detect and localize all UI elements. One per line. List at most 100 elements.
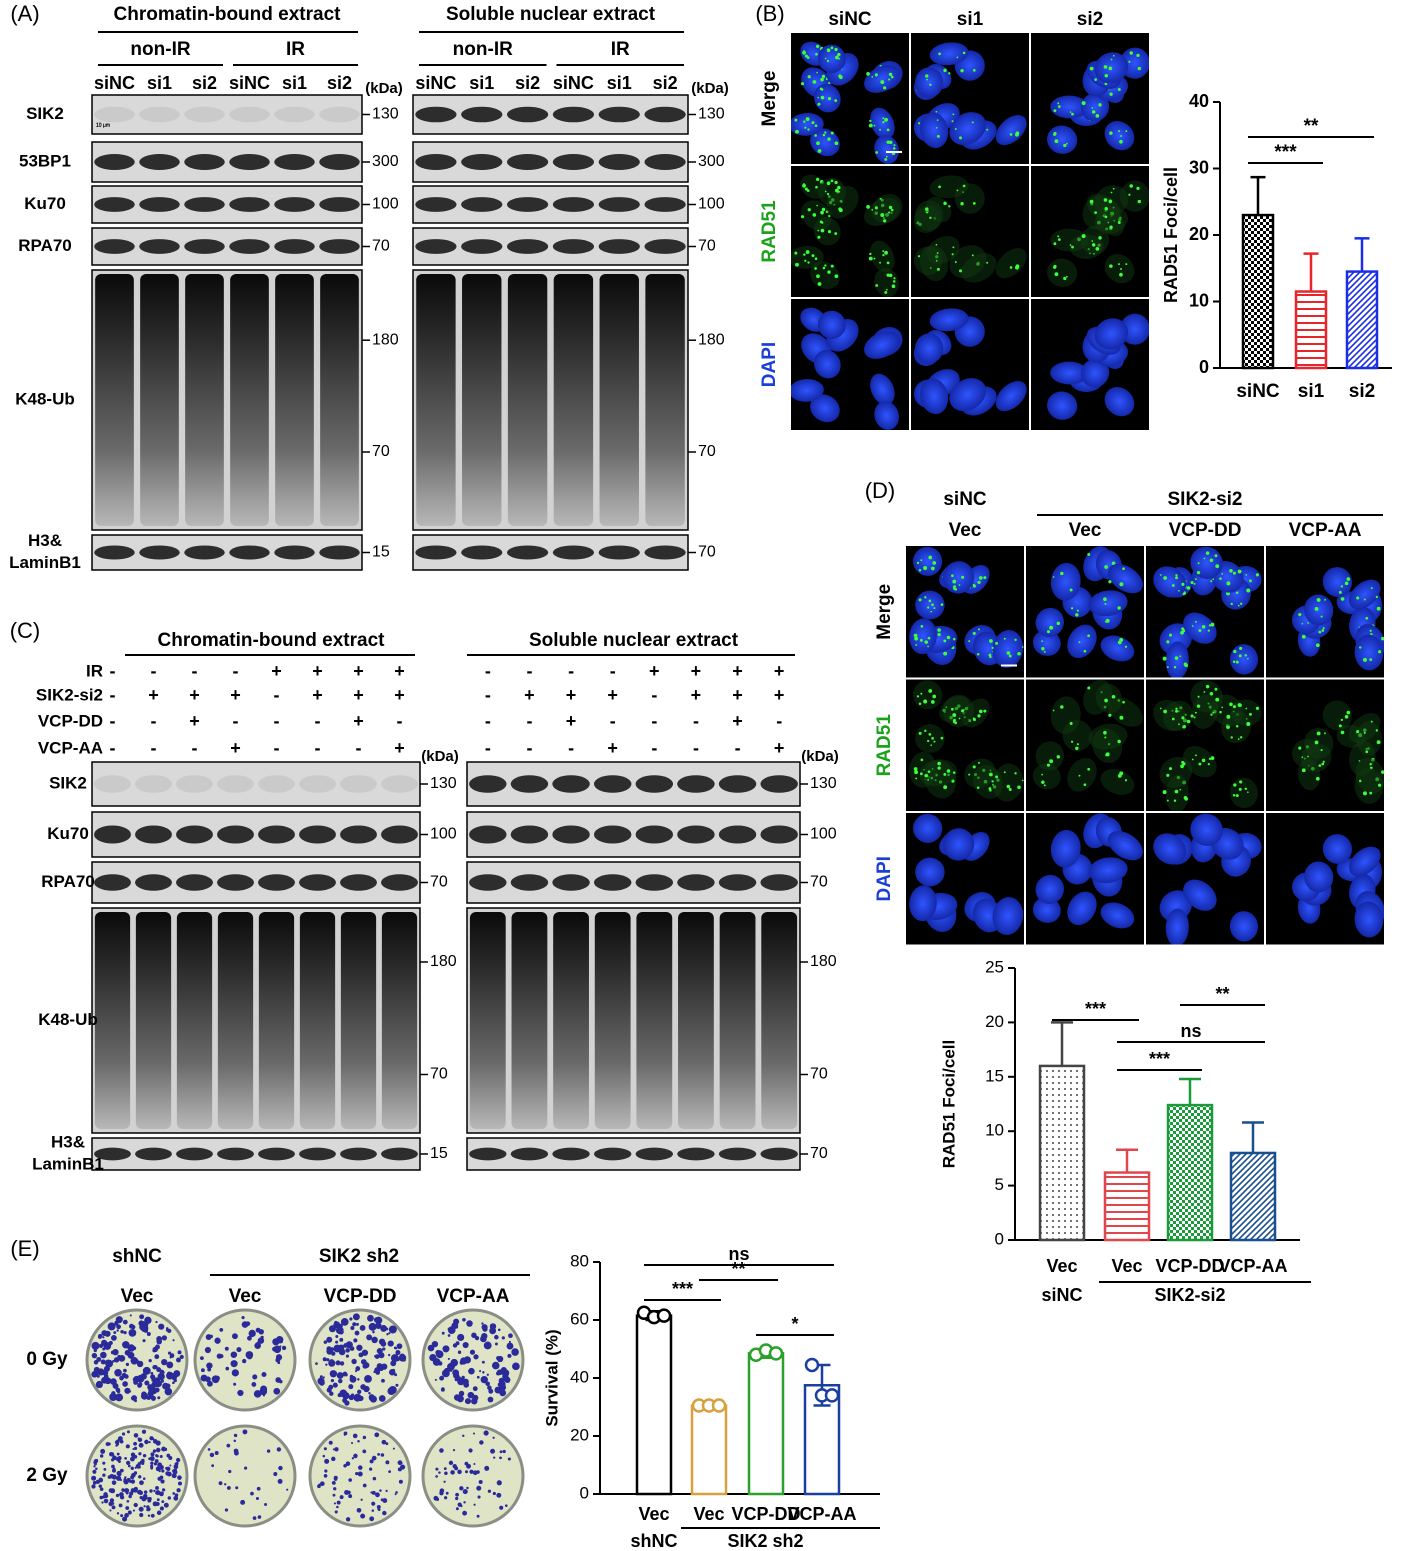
nucleus: [1104, 121, 1135, 151]
data-point: [804, 1357, 820, 1373]
nucleus: [1304, 861, 1334, 893]
unit-label: (kDa): [691, 80, 729, 97]
focus: [1054, 272, 1059, 277]
micrograph: [1031, 299, 1149, 430]
focus: [1094, 78, 1098, 81]
colony: [466, 1320, 473, 1327]
colony: [116, 1512, 120, 1515]
focus: [1109, 92, 1113, 96]
colony: [369, 1516, 375, 1522]
focus: [1015, 131, 1020, 136]
nucleus: [1348, 579, 1381, 610]
colony: [455, 1492, 459, 1497]
focus: [885, 155, 888, 158]
treatment-sign: -: [485, 685, 491, 705]
band: [644, 239, 686, 254]
band: [94, 197, 135, 212]
focus: [1186, 586, 1191, 590]
colony: [511, 1348, 519, 1356]
focus: [804, 54, 808, 58]
band: [319, 154, 360, 170]
band: [319, 239, 360, 254]
colony: [134, 1399, 137, 1403]
focus: [1095, 114, 1100, 118]
treatment-sign: -: [776, 711, 782, 731]
colony: [468, 1324, 471, 1327]
colony: [109, 1393, 118, 1401]
colony: [333, 1487, 337, 1491]
colony: [169, 1464, 172, 1467]
colony: [336, 1505, 339, 1509]
focus: [920, 625, 924, 628]
colony: [339, 1361, 345, 1366]
colony: [124, 1387, 131, 1394]
focus: [1208, 757, 1212, 761]
band: [598, 106, 640, 123]
colony: [159, 1491, 164, 1497]
focus: [1201, 625, 1206, 629]
bar: [1229, 1151, 1277, 1242]
colony: [216, 1353, 222, 1359]
colony: [246, 1353, 253, 1360]
focus: [986, 261, 989, 264]
significance-label: *: [791, 1314, 798, 1334]
focus: [1175, 574, 1178, 577]
band: [510, 775, 549, 793]
colony: [158, 1323, 165, 1330]
colony: [163, 1447, 168, 1452]
focus: [1091, 110, 1096, 114]
colony: [507, 1457, 511, 1461]
colony: [369, 1459, 374, 1464]
colony: [132, 1346, 137, 1351]
band: [139, 106, 180, 123]
group-label: non-IR: [130, 39, 190, 60]
colony: [356, 1507, 362, 1513]
focus: [919, 638, 923, 642]
colony: [129, 1314, 132, 1317]
significance-label: **: [731, 1259, 745, 1279]
focus: [875, 284, 879, 287]
marker-label: 70: [430, 1066, 448, 1083]
colony: [463, 1356, 471, 1364]
group-label: SIK2 sh2: [319, 1246, 399, 1267]
focus: [932, 694, 937, 699]
band: [506, 239, 549, 254]
unit-label: (kDa): [365, 80, 403, 97]
colony: [348, 1478, 352, 1482]
colony: [254, 1342, 261, 1349]
x-tick-label: VCP-DD: [1155, 1256, 1224, 1276]
group-label: IR: [286, 39, 305, 60]
colony: [167, 1454, 170, 1457]
colony: [141, 1429, 147, 1434]
colony: [396, 1343, 403, 1350]
blot-frame: [412, 141, 689, 183]
colony: [458, 1390, 465, 1397]
colony: [207, 1380, 213, 1387]
colony: [264, 1503, 268, 1506]
focus: [991, 780, 994, 783]
colony: [143, 1505, 146, 1508]
treatment-sign: -: [110, 661, 116, 681]
treatment-sign: -: [151, 711, 157, 731]
colony: [252, 1516, 257, 1520]
bar: [1345, 270, 1379, 370]
colony: [345, 1354, 350, 1358]
focus: [795, 129, 799, 134]
nucleus-haze: [1183, 746, 1217, 778]
focus: [824, 190, 827, 193]
focus: [800, 215, 805, 219]
focus: [817, 282, 822, 286]
focus: [805, 117, 810, 121]
band: [319, 545, 360, 560]
focus: [871, 208, 874, 211]
band: [340, 775, 377, 793]
row-label: RPA70: [41, 872, 95, 891]
colony: [138, 1442, 144, 1448]
colony: [441, 1369, 450, 1378]
colony: [447, 1334, 451, 1337]
colony: [109, 1509, 112, 1512]
micrograph: [1266, 546, 1384, 678]
colony: [225, 1366, 230, 1371]
colony: [394, 1493, 397, 1496]
